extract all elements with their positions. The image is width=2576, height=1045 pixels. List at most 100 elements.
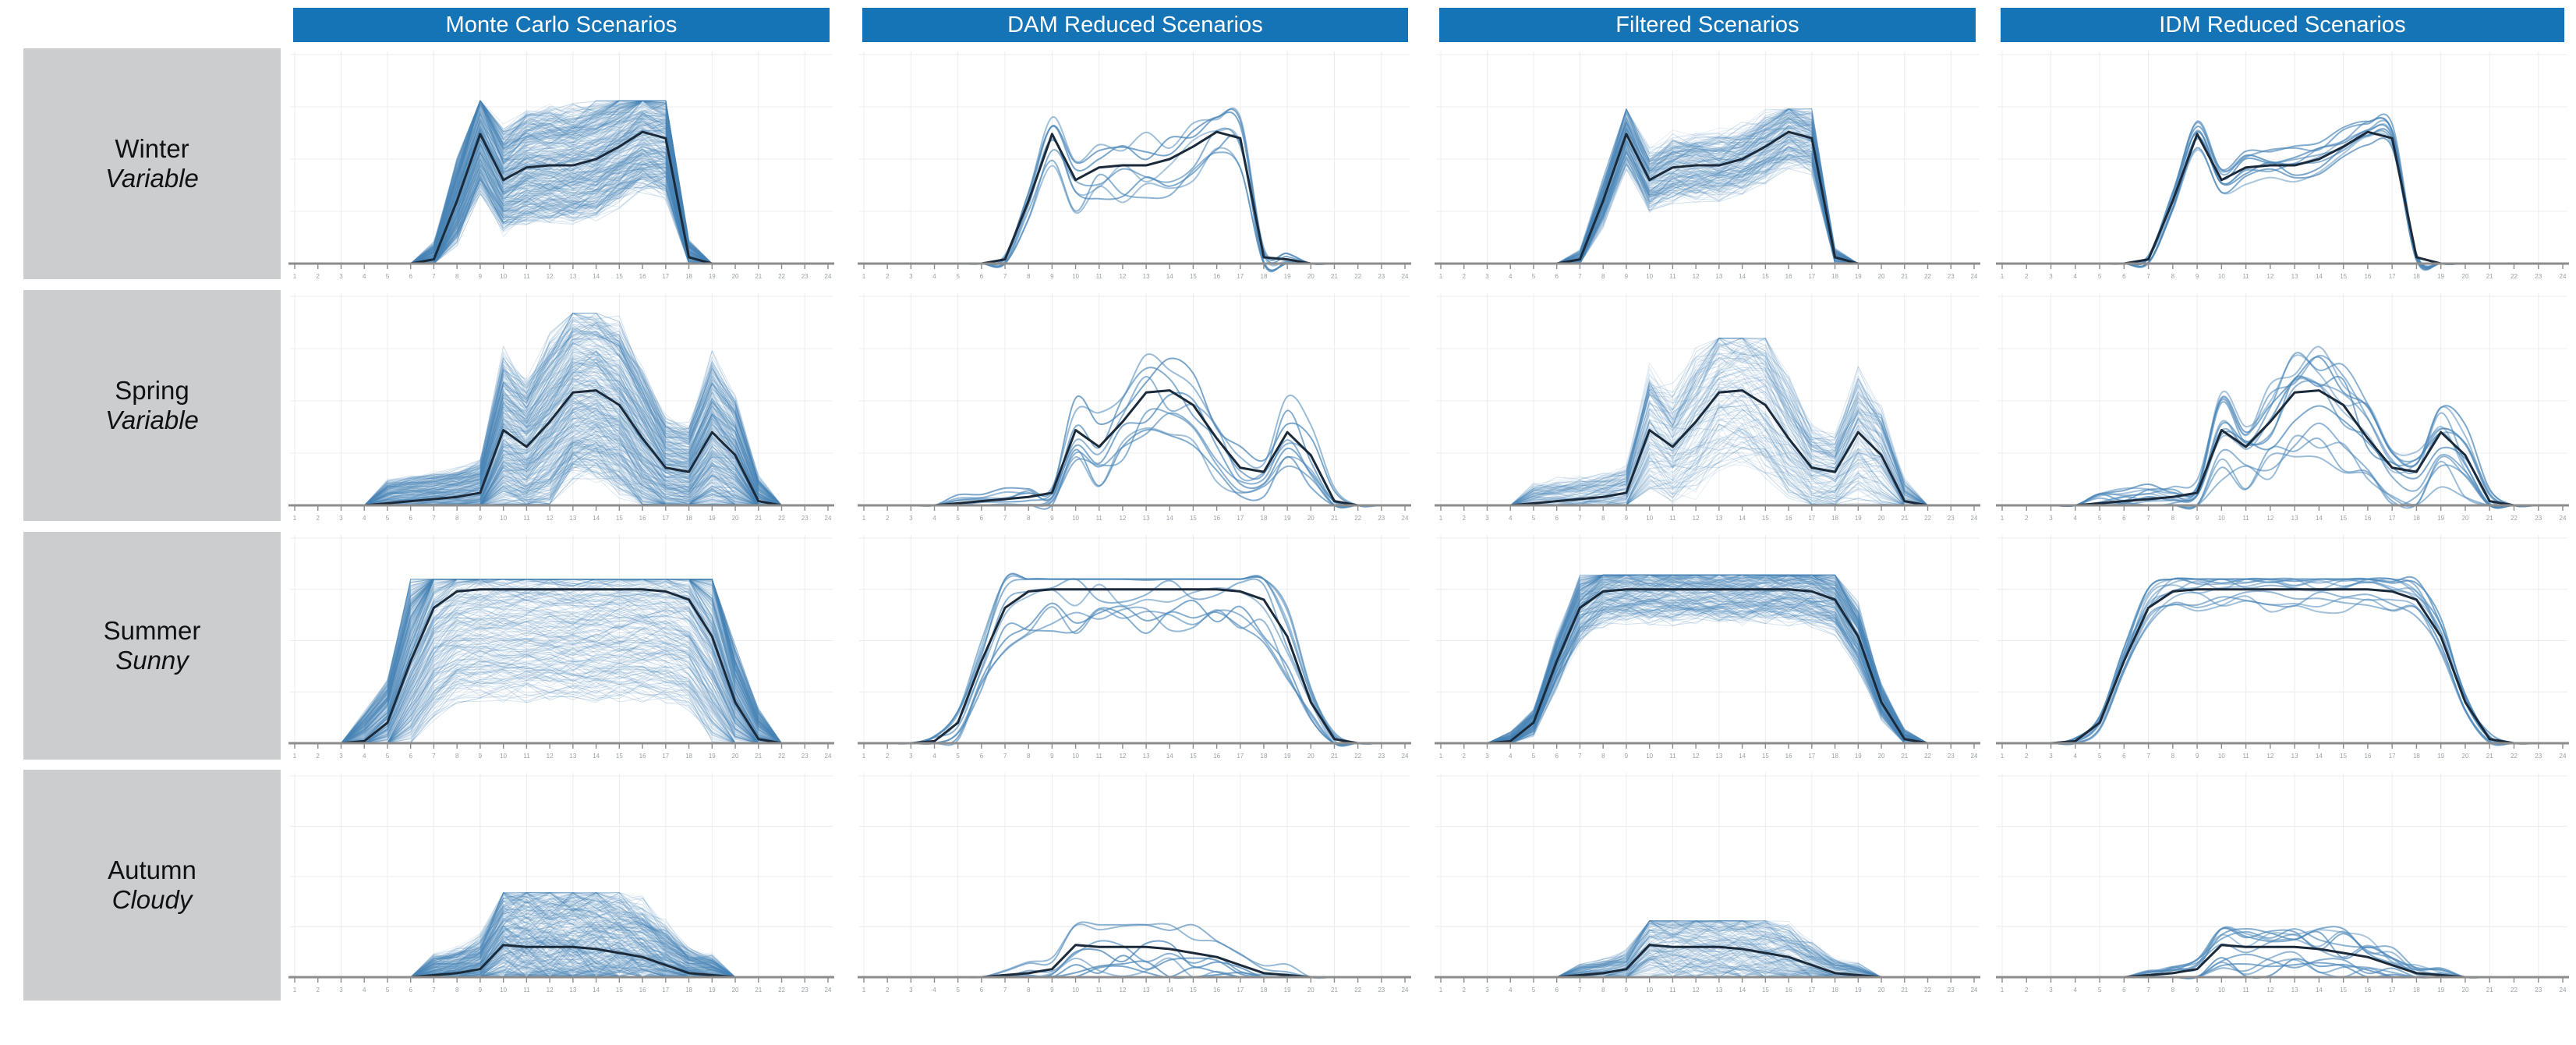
- x-tick-label: 9: [1050, 987, 1054, 994]
- x-tick-label: 20: [2462, 987, 2469, 994]
- x-tick-label: 6: [980, 753, 984, 760]
- chart-panel-spring-dam-reduced[interactable]: 1 2 3 4 5 6 7 8 9 10 11 12 13 14 15 16 17 18 19 20 21 22 23 24: [858, 289, 1411, 530]
- chart-panel-summer-monte-carlo[interactable]: 1 2 3 4 5 6 7 8 9 10 11 12 13 14 15 16 17 18 19 20 21 22 23 24: [288, 530, 834, 768]
- x-tick-label: 22: [778, 273, 785, 280]
- x-tick-label: 7: [2146, 273, 2150, 280]
- chart-panel-winter-dam-reduced[interactable]: 1 2 3 4 5 6 7 8 9 10 11 12 13 14 15 16 17 18 19 20 21 22 23 24: [858, 47, 1411, 289]
- x-tick-label: 4: [363, 753, 366, 760]
- x-tick-label: 18: [685, 987, 692, 994]
- x-tick-label: 10: [1646, 273, 1653, 280]
- x-tick-label: 10: [500, 273, 507, 280]
- x-tick-label: 4: [363, 273, 366, 280]
- x-tick-label: 17: [1808, 515, 1815, 522]
- x-tick-label: 12: [1119, 987, 1126, 994]
- column-header-filtered[interactable]: Filtered Scenarios: [1439, 8, 1976, 42]
- x-tick-label: 22: [2511, 515, 2518, 522]
- x-tick-label: 2: [886, 987, 890, 994]
- x-tick-label: 22: [1924, 987, 1931, 994]
- chart-panel-summer-filtered[interactable]: 1 2 3 4 5 6 7 8 9 10 11 12 13 14 15 16 17 18 19 20 21 22 23 24: [1435, 530, 1980, 768]
- x-tick-label: 1: [862, 273, 866, 280]
- row-label-winter: Winter Variable: [23, 48, 281, 279]
- x-tick-label: 7: [1003, 273, 1007, 280]
- column-header-dam-reduced[interactable]: DAM Reduced Scenarios: [862, 8, 1408, 42]
- x-tick-label: 7: [432, 753, 436, 760]
- x-tick-label: 20: [732, 987, 739, 994]
- x-tick-label: 21: [1901, 753, 1908, 760]
- chart-panel-summer-dam-reduced[interactable]: 1 2 3 4 5 6 7 8 9 10 11 12 13 14 15 16 17 18 19 20 21 22 23 24: [858, 530, 1411, 768]
- x-tick-label: 14: [1166, 987, 1173, 994]
- x-tick-label: 4: [2074, 753, 2078, 760]
- chart-panel-spring-monte-carlo[interactable]: 1 2 3 4 5 6 7 8 9 10 11 12 13 14 15 16 17 18 19 20 21 22 23 24: [288, 289, 834, 530]
- x-tick-label: 2: [317, 753, 320, 760]
- x-tick-label: 24: [825, 753, 832, 760]
- scenario-fan: [1441, 574, 1974, 744]
- x-tick-label: 15: [616, 515, 623, 522]
- x-axis: 1 2 3 4 5 6 7 8 9 10 11 12 13 14 15 16 17 18 19 20 21 22 23 24: [288, 262, 834, 280]
- chart-panel-autumn-dam-reduced[interactable]: 1 2 3 4 5 6 7 8 9 10 11 12 13 14 15 16 17 18 19 20 21 22 23 24: [858, 768, 1411, 1002]
- x-tick-label: 18: [1261, 515, 1268, 522]
- column-header-idm-reduced[interactable]: IDM Reduced Scenarios: [2001, 8, 2564, 42]
- x-tick-label: 9: [1625, 515, 1629, 522]
- mean-line: [295, 389, 828, 507]
- x-tick-label: 13: [1715, 515, 1722, 522]
- chart-panel-spring-idm-reduced[interactable]: 1 2 3 4 5 6 7 8 9 10 11 12 13 14 15 16 17 18 19 20 21 22 23 24: [1996, 289, 2569, 530]
- x-tick-label: 22: [1354, 515, 1361, 522]
- x-tick-label: 19: [2437, 515, 2444, 522]
- chart-gridlines: [1997, 535, 2567, 744]
- x-tick-label: 1: [862, 515, 866, 522]
- x-tick-label: 24: [1971, 273, 1978, 280]
- x-tick-label: 2: [2025, 273, 2029, 280]
- x-tick-label: 11: [523, 987, 530, 994]
- x-tick-label: 10: [500, 987, 507, 994]
- x-tick-label: 1: [1439, 987, 1443, 994]
- chart-panel-winter-idm-reduced[interactable]: 1 2 3 4 5 6 7 8 9 10 11 12 13 14 15 16 17 18 19 20 21 22 23 24: [1996, 47, 2569, 289]
- chart-panel-spring-filtered[interactable]: 1 2 3 4 5 6 7 8 9 10 11 12 13 14 15 16 17 18 19 20 21 22 23 24: [1435, 289, 1980, 530]
- chart-panel-autumn-filtered[interactable]: 1 2 3 4 5 6 7 8 9 10 11 12 13 14 15 16 17 18 19 20 21 22 23 24: [1435, 768, 1980, 1002]
- x-tick-label: 9: [2196, 273, 2199, 280]
- x-tick-label: 14: [1739, 273, 1746, 280]
- x-tick-label: 22: [1924, 515, 1931, 522]
- x-tick-label: 17: [662, 987, 669, 994]
- x-tick-label: 7: [1578, 987, 1582, 994]
- mean-line: [864, 389, 1405, 507]
- column-header-label: DAM Reduced Scenarios: [1007, 12, 1263, 37]
- chart-panel-summer-idm-reduced[interactable]: 1 2 3 4 5 6 7 8 9 10 11 12 13 14 15 16 17 18 19 20 21 22 23 24: [1996, 530, 2569, 768]
- x-tick-label: 11: [523, 273, 530, 280]
- x-tick-label: 13: [1715, 987, 1722, 994]
- x-tick-label: 12: [1693, 753, 1700, 760]
- x-tick-label: 6: [980, 515, 984, 522]
- x-axis: 1 2 3 4 5 6 7 8 9 10 11 12 13 14 15 16 17 18 19 20 21 22 23 24: [288, 742, 834, 760]
- chart-panel-autumn-idm-reduced[interactable]: 1 2 3 4 5 6 7 8 9 10 11 12 13 14 15 16 17 18 19 20 21 22 23 24: [1996, 768, 2569, 1002]
- x-tick-label: 19: [1284, 515, 1291, 522]
- x-tick-label: 10: [1072, 753, 1079, 760]
- column-header-label: Filtered Scenarios: [1615, 12, 1799, 37]
- x-tick-label: 21: [1901, 273, 1908, 280]
- x-tick-label: 18: [1831, 753, 1838, 760]
- chart-gridlines: [859, 293, 1410, 506]
- x-tick-label: 23: [801, 273, 809, 280]
- x-tick-label: 5: [2098, 753, 2102, 760]
- x-tick-label: 9: [1050, 515, 1054, 522]
- x-tick-label: 8: [1027, 273, 1031, 280]
- chart-panel-winter-monte-carlo[interactable]: 1 2 3 4 5 6 7 8 9 10 11 12 13 14 15 16 17 18 19 20 21 22 23 24: [288, 47, 834, 289]
- chart-panel-winter-filtered[interactable]: 1 2 3 4 5 6 7 8 9 10 11 12 13 14 15 16 17 18 19 20 21 22 23 24: [1435, 47, 1980, 289]
- x-tick-label: 18: [1261, 273, 1268, 280]
- chart-panel-autumn-monte-carlo[interactable]: 1 2 3 4 5 6 7 8 9 10 11 12 13 14 15 16 17 18 19 20 21 22 23 24: [288, 768, 834, 1002]
- x-tick-label: 15: [616, 987, 623, 994]
- x-tick-label: 6: [1555, 753, 1559, 760]
- x-tick-label: 23: [1378, 753, 1385, 760]
- x-tick-label: 4: [932, 515, 936, 522]
- x-tick-label: 1: [1439, 753, 1443, 760]
- x-axis: 1 2 3 4 5 6 7 8 9 10 11 12 13 14 15 16 17 18 19 20 21 22 23 24: [1435, 742, 1980, 760]
- x-tick-label: 17: [1808, 273, 1815, 280]
- x-tick-label: 3: [1485, 515, 1489, 522]
- scenario-fan: [295, 312, 828, 506]
- x-tick-label: 16: [1213, 273, 1220, 280]
- x-tick-label: 10: [1072, 987, 1079, 994]
- x-tick-label: 16: [1785, 753, 1792, 760]
- x-tick-label: 24: [2560, 753, 2567, 760]
- x-tick-label: 24: [2560, 987, 2567, 994]
- x-tick-label: 22: [1924, 273, 1931, 280]
- column-header-monte-carlo[interactable]: Monte Carlo Scenarios: [293, 8, 830, 42]
